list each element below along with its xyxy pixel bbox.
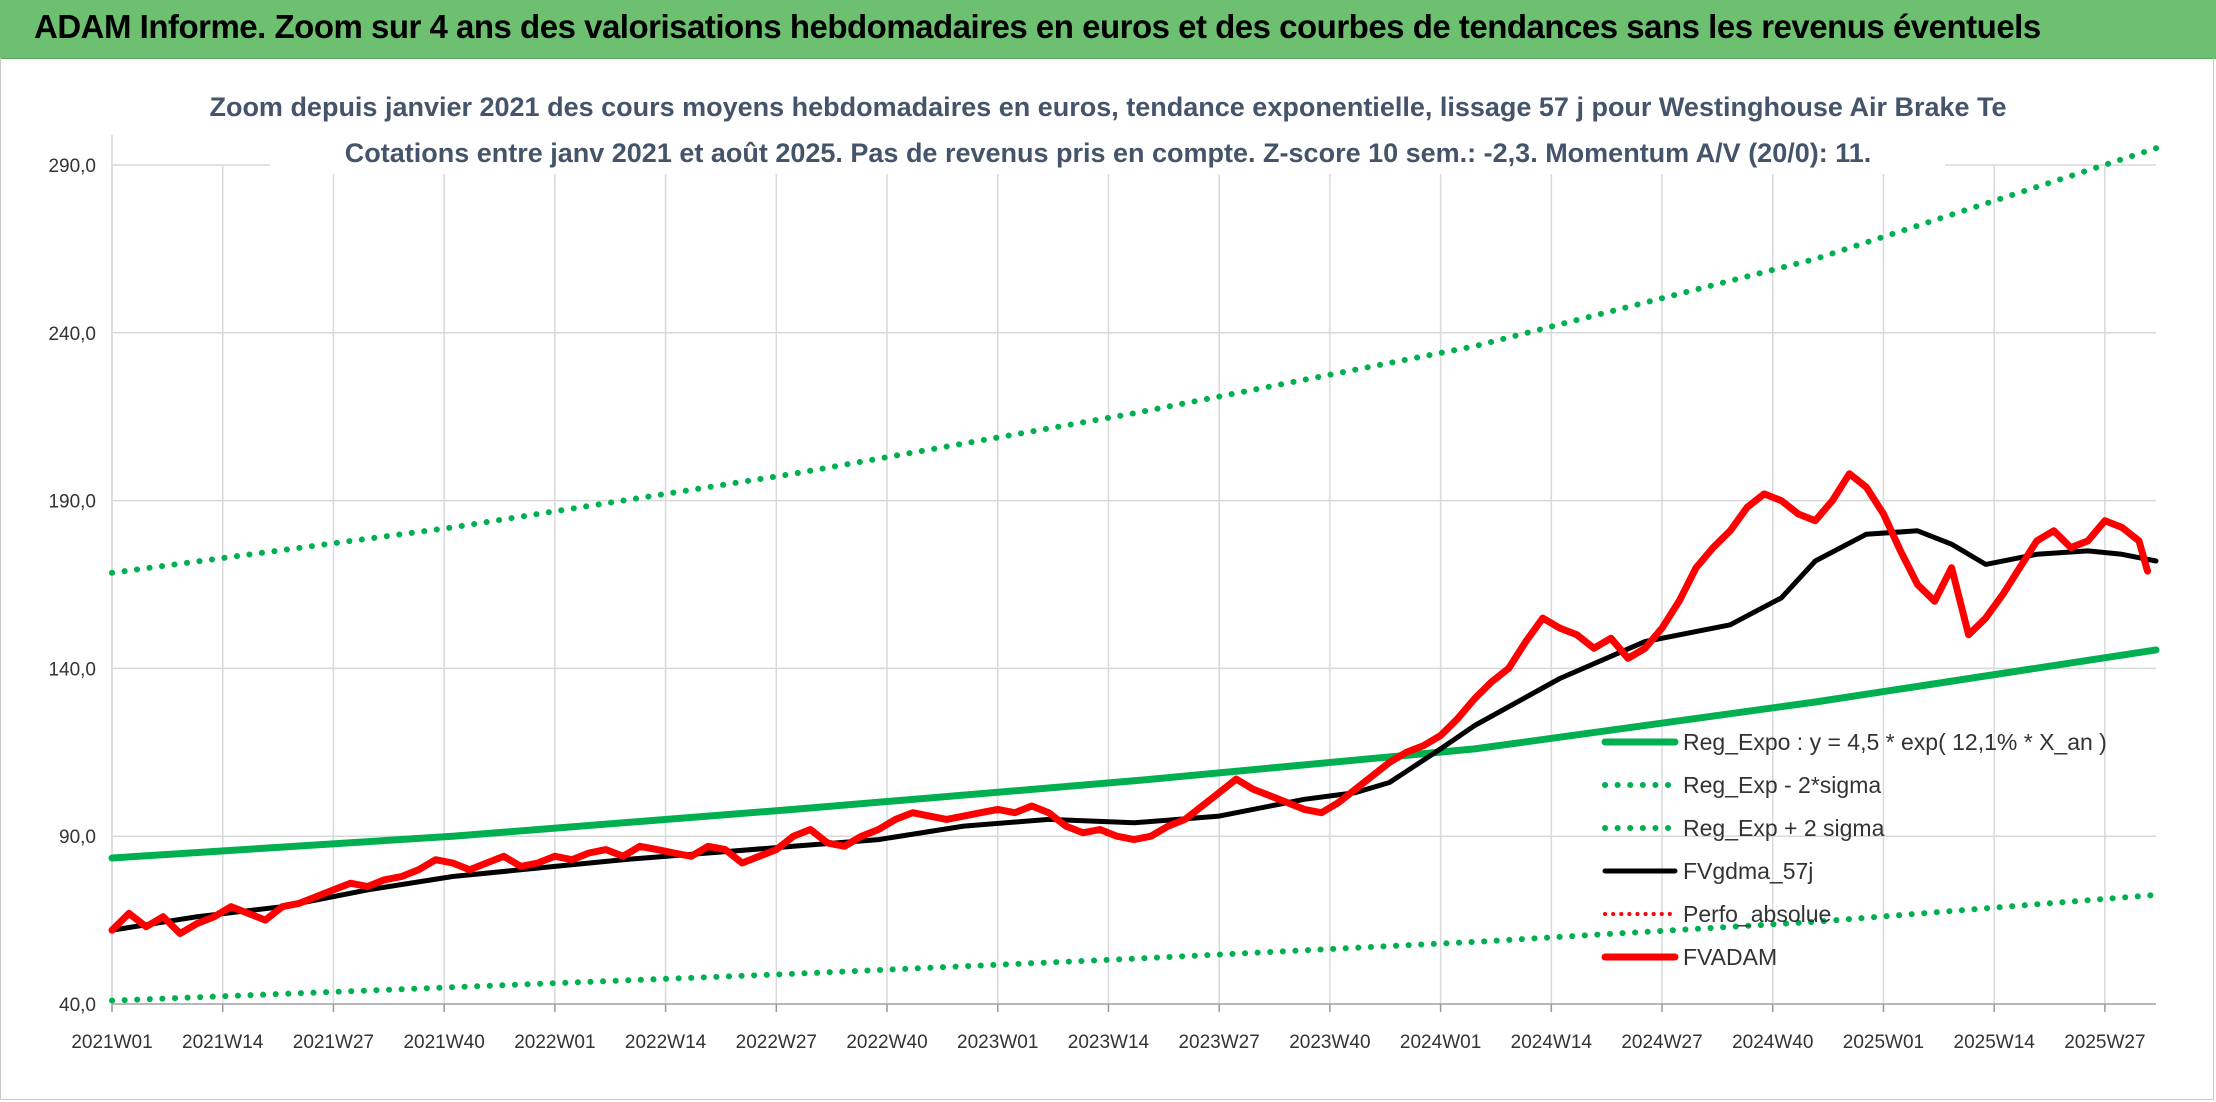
legend-label: FVgdma_57j <box>1683 858 1813 884</box>
series-line-solid-red <box>108 470 2151 937</box>
report-title: ADAM Informe. Zoom sur 4 ans des valoris… <box>34 8 2041 45</box>
series-line-solid-black <box>109 528 2159 933</box>
x-tick-label: 2023W01 <box>957 1032 1038 1053</box>
x-tick-label: 2024W27 <box>1621 1032 1702 1053</box>
x-tick-label: 2022W40 <box>846 1032 927 1053</box>
x-tick-label: 2023W14 <box>1068 1032 1150 1053</box>
legend-label: Reg_Expo : y = 4,5 * exp( 12,1% * X_an ) <box>1683 729 2107 755</box>
x-tick-label: 2021W27 <box>293 1032 374 1053</box>
legend-label: FVADAM <box>1683 944 1777 970</box>
chart-title: Zoom depuis janvier 2021 des cours moyen… <box>209 86 2007 174</box>
legend-label: Reg_Exp + 2 sigma <box>1683 815 1885 841</box>
y-tick-label: 40,0 <box>59 995 96 1016</box>
y-tick-label: 290,0 <box>48 156 96 177</box>
series-line-dotted-green <box>109 145 2159 576</box>
y-tick-label: 240,0 <box>48 324 96 345</box>
y-tick-label: 90,0 <box>59 827 96 848</box>
x-tick-label: 2025W27 <box>2064 1032 2145 1053</box>
title-backdrop <box>270 86 1945 174</box>
x-tick-label: 2022W27 <box>736 1032 817 1053</box>
axis-labels: 40,0 90,0 140,0 190,0 240,0 290,0 2021W01 2021W… <box>48 156 2145 1053</box>
y-tick-label: 140,0 <box>48 659 96 680</box>
y-tick-label: 190,0 <box>48 492 96 513</box>
series-line-dotted-green <box>109 891 2159 1004</box>
x-tick-label: 2024W14 <box>1511 1032 1593 1053</box>
x-tick-label: 2021W01 <box>71 1032 152 1053</box>
x-tick-label: 2021W40 <box>403 1032 484 1053</box>
x-tick-label: 2025W14 <box>1954 1032 2036 1053</box>
chart-title-line-2: Cotations entre janv 2021 et août 2025. … <box>345 138 1872 168</box>
x-tick-label: 2023W40 <box>1289 1032 1370 1053</box>
x-tick-label: 2023W27 <box>1178 1032 1259 1053</box>
x-tick-label: 2022W01 <box>514 1032 595 1053</box>
series-line-solid-green <box>108 646 2160 862</box>
legend-label: Reg_Exp - 2*sigma <box>1683 772 1881 798</box>
x-tick-label: 2025W01 <box>1843 1032 1924 1053</box>
x-tick-label: 2022W14 <box>625 1032 707 1053</box>
x-tick-label: 2021W14 <box>182 1032 264 1053</box>
chart-title-line-1: Zoom depuis janvier 2021 des cours moyen… <box>209 92 2006 122</box>
x-tick-label: 2024W40 <box>1732 1032 1813 1053</box>
series-layer <box>108 145 2160 1004</box>
legend: Reg_Expo : y = 4,5 * exp( 12,1% * X_an )… <box>1601 729 2107 970</box>
title-banner: ADAM Informe. Zoom sur 4 ans des valoris… <box>0 0 2216 59</box>
chart-frame <box>0 58 2214 1100</box>
x-tick-label: 2024W01 <box>1400 1032 1481 1053</box>
legend-label: Perfo_absolue <box>1683 901 1831 927</box>
